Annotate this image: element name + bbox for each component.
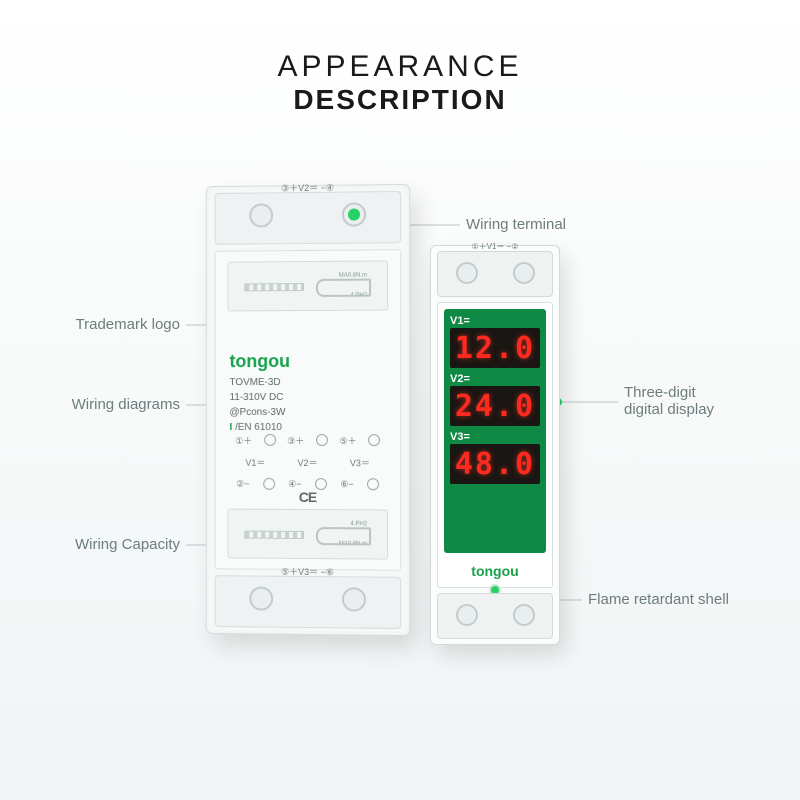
- display-label: V3=: [450, 431, 540, 443]
- callout-wiring-diagrams: Wiring diagrams: [50, 396, 180, 413]
- wiring-capacity-top: MA0.8N.m 4.PH2: [228, 260, 389, 311]
- callout-trademark-logo: Trademark logo: [50, 316, 180, 333]
- front-face-panel: V1= 12.0 V2= 24.0 V3= 48.0 tongou: [437, 302, 553, 588]
- front-top-terminal: ①＋V1＝ −②: [437, 251, 553, 297]
- display-row: V2= 24.0: [450, 373, 540, 426]
- seven-segment-value: 48.0: [450, 444, 540, 484]
- spec-range: 11-310V DC: [229, 390, 285, 405]
- spec-power: @Pcons-3W: [229, 405, 285, 420]
- device-front-view: ①＋V1＝ −② V1= 12.0 V2= 24.0 V3= 48.0 tong…: [430, 245, 560, 645]
- callout-flame-retardant-shell: Flame retardant shell: [588, 591, 729, 608]
- capacity-text: MA0.8N.m: [339, 541, 367, 547]
- display-row: V1= 12.0: [450, 315, 540, 368]
- side-bottom-terminal-label: ⑤＋V3＝ −⑥: [216, 564, 401, 578]
- display-row: V3= 48.0: [450, 431, 540, 484]
- diagram-stage: ③＋V2＝ −④ MA0.8N.m 4.PH2 tongou TOVME-3D …: [0, 0, 800, 800]
- ce-mark: CE: [299, 489, 316, 505]
- capacity-text: MA0.8N.m: [339, 273, 367, 279]
- screwdriver-sketch: 4.PH2 MA0.8N.m: [244, 521, 371, 548]
- screwdriver-sketch: MA0.8N.m 4.PH2: [244, 273, 371, 300]
- brand-logo-front: tongou: [438, 563, 552, 579]
- spec-block: TOVME-3D 11-310V DC @Pcons-3W I /EN 6101…: [229, 375, 285, 435]
- callout-three-digit-display: Three-digit digital display: [624, 384, 714, 418]
- side-mid-panel: MA0.8N.m 4.PH2 tongou TOVME-3D 11-310V D…: [215, 249, 402, 570]
- seven-segment-value: 24.0: [450, 386, 540, 426]
- side-bottom-terminal: ⑤＋V3＝ −⑥: [215, 575, 402, 629]
- terminal-hole: [513, 262, 535, 284]
- wiring-diagram-grid: ①＋ ③＋ ⑤＋ V1＝ V2＝ V3＝ ②− ④− ⑥−: [229, 429, 386, 495]
- terminal-hole: [250, 586, 274, 610]
- terminal-hole: [456, 262, 478, 284]
- terminal-hole: [342, 587, 366, 611]
- capacity-text: 4.PH2: [350, 293, 367, 299]
- terminal-hole: [513, 604, 535, 626]
- side-top-terminal: ③＋V2＝ −④: [215, 191, 402, 245]
- callout-wiring-capacity: Wiring Capacity: [50, 536, 180, 553]
- callout-wiring-terminal: Wiring terminal: [466, 216, 566, 233]
- wiring-capacity-bottom: 4.PH2 MA0.8N.m: [228, 509, 389, 560]
- side-top-terminal-label: ③＋V2＝ −④: [216, 180, 401, 195]
- led-display-block: V1= 12.0 V2= 24.0 V3= 48.0: [444, 309, 546, 553]
- display-label: V1=: [450, 315, 540, 327]
- capacity-text: 4.PH2: [350, 521, 367, 527]
- device-side-view: ③＋V2＝ −④ MA0.8N.m 4.PH2 tongou TOVME-3D …: [206, 184, 411, 636]
- front-top-terminal-label: ①＋V1＝ −②: [438, 241, 552, 252]
- terminal-hole: [250, 203, 274, 227]
- terminal-hole-highlight: [342, 202, 366, 226]
- terminal-hole: [456, 604, 478, 626]
- seven-segment-value: 12.0: [450, 328, 540, 368]
- spec-model: TOVME-3D: [229, 375, 285, 390]
- display-label: V2=: [450, 373, 540, 385]
- front-bottom-terminal: [437, 593, 553, 639]
- brand-logo-side: tongou: [229, 351, 290, 372]
